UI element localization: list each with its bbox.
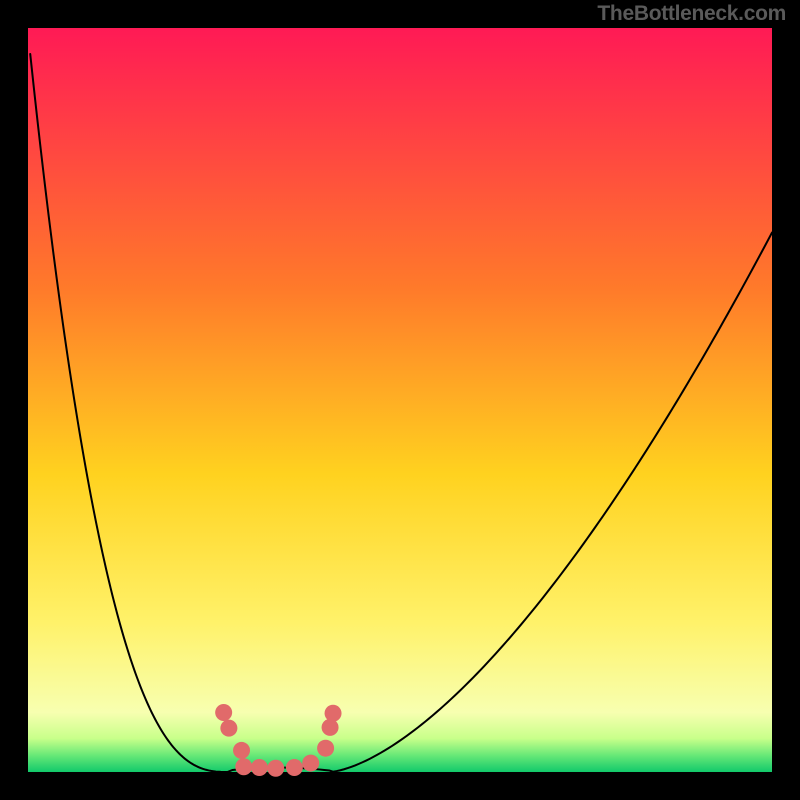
watermark-text: TheBottleneck.com <box>597 2 786 26</box>
bottleneck-curve-chart <box>0 0 800 800</box>
data-dot <box>322 719 339 736</box>
data-dot <box>235 758 252 775</box>
data-dot <box>302 755 319 772</box>
data-dot <box>251 759 268 776</box>
data-dot <box>215 704 232 721</box>
data-dot <box>233 742 250 759</box>
data-dot <box>267 760 284 777</box>
data-dot <box>325 705 342 722</box>
plot-background <box>28 28 772 772</box>
data-dot <box>286 759 303 776</box>
data-dot <box>220 720 237 737</box>
chart-container: TheBottleneck.com <box>0 0 800 800</box>
data-dot <box>317 740 334 757</box>
